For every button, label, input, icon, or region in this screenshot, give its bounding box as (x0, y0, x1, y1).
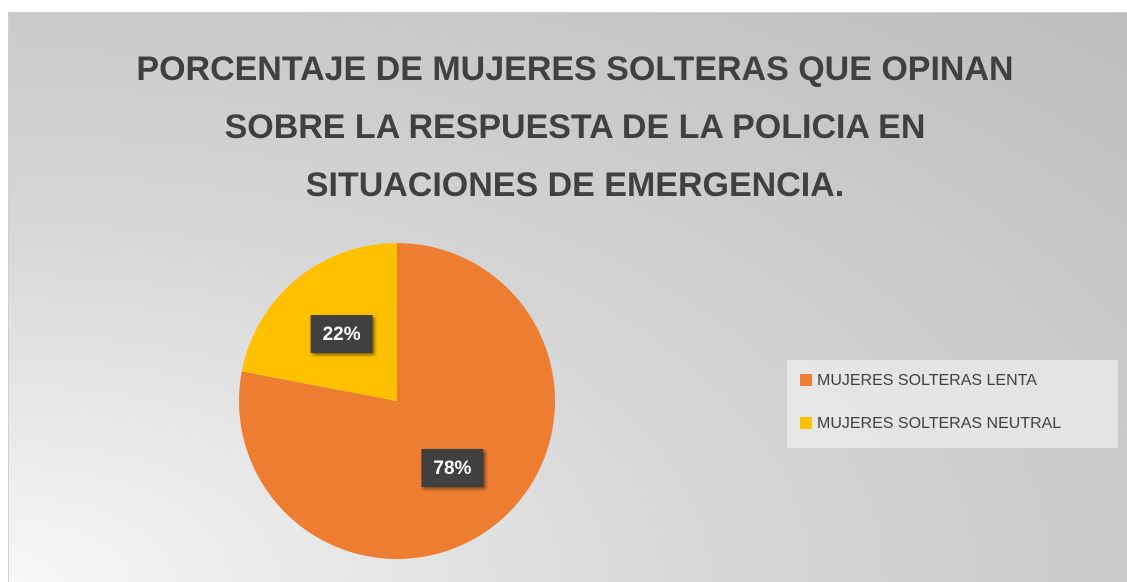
legend-label: MUJERES SOLTERAS NEUTRAL (817, 415, 1061, 432)
chart-area (8, 12, 1127, 582)
legend-swatch (800, 374, 812, 386)
data-label: 22% (323, 324, 361, 345)
data-label: 78% (433, 458, 471, 479)
chart-title: PORCENTAJE DE MUJERES SOLTERAS QUE OPINA… (136, 50, 1014, 204)
data-label-box (310, 315, 373, 354)
legend-label: MUJERES SOLTERAS LENTA (817, 372, 1037, 389)
legend-swatch (800, 417, 812, 429)
legend-box (787, 360, 1118, 448)
data-label-box (421, 448, 484, 487)
